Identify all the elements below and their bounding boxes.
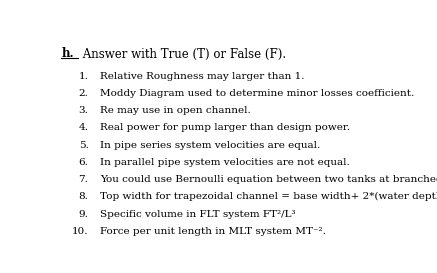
Text: Top width for trapezoidal channel = base width+ 2*(water depth* longitudinal slo: Top width for trapezoidal channel = base… <box>101 192 437 201</box>
Text: 10.: 10. <box>72 227 88 236</box>
Text: You could use Bernoulli equation between two tanks at branched pipe system.: You could use Bernoulli equation between… <box>101 175 437 184</box>
Text: In parallel pipe system velocities are not equal.: In parallel pipe system velocities are n… <box>101 158 350 167</box>
Text: 8.: 8. <box>79 192 88 201</box>
Text: 9.: 9. <box>79 209 88 218</box>
Text: Real power for pump larger than design power.: Real power for pump larger than design p… <box>101 123 350 132</box>
Text: Force per unit length in MLT system MT⁻².: Force per unit length in MLT system MT⁻²… <box>101 227 326 236</box>
Text: In pipe series system velocities are equal.: In pipe series system velocities are equ… <box>101 141 321 150</box>
Text: Moddy Diagram used to determine minor losses coefficient.: Moddy Diagram used to determine minor lo… <box>101 89 415 98</box>
Text: 6.: 6. <box>79 158 88 167</box>
Text: 2.: 2. <box>79 89 88 98</box>
Text: 1.: 1. <box>79 72 88 81</box>
Text: h.: h. <box>61 48 74 61</box>
Text: Relative Roughness may larger than 1.: Relative Roughness may larger than 1. <box>101 72 305 81</box>
Text: Re may use in open channel.: Re may use in open channel. <box>101 106 251 115</box>
Text: 7.: 7. <box>79 175 88 184</box>
Text: 4.: 4. <box>79 123 88 132</box>
Text: 5.: 5. <box>79 141 88 150</box>
Text: 3.: 3. <box>79 106 88 115</box>
Text: Answer with True (T) or False (F).: Answer with True (T) or False (F). <box>79 48 286 61</box>
Text: Specific volume in FLT system FT²/L³: Specific volume in FLT system FT²/L³ <box>101 209 296 218</box>
